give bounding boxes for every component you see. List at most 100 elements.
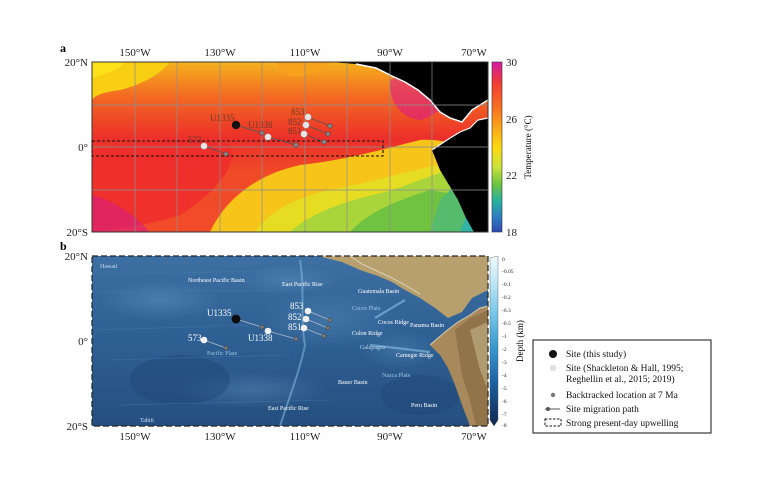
- lon-label: 110°W: [290, 47, 321, 59]
- backtracked-point: [321, 139, 327, 145]
- site-853-marker: [304, 113, 312, 121]
- legend-upwelling: Strong present-day upwelling: [566, 419, 679, 429]
- upwelling-box: [91, 140, 384, 157]
- colorbar-tick: -7: [502, 412, 507, 418]
- site-573-marker: [200, 142, 208, 150]
- site-852-label: 852: [288, 312, 302, 322]
- panel-b-place-labels: Hawaii Northeast Pacific Basin East Paci…: [100, 264, 444, 424]
- lon-label: 90°W: [377, 431, 403, 443]
- lat-label: 20°N: [65, 57, 88, 69]
- lat-label: 0°: [78, 336, 88, 348]
- legend: Site (this study) Site (Shackleton & Hal…: [532, 339, 712, 434]
- backtracked-points-a: [223, 123, 333, 157]
- panel-a-lat-axis: 20°N 0° 20°S: [65, 57, 88, 239]
- lon-label: 70°W: [461, 431, 487, 443]
- place-label: East Pacific Rise: [268, 405, 309, 412]
- site-851-marker: [300, 324, 308, 332]
- site-573-label: 573: [188, 333, 202, 343]
- site-852-label: 852: [288, 117, 302, 127]
- colorbar-tick: -0.2: [502, 295, 511, 301]
- panel-a-sst-map: [91, 61, 489, 233]
- colorbar-tick: -8: [502, 423, 507, 429]
- backtracked-points-b: [223, 317, 333, 351]
- place-label: East Pacific Rise: [282, 281, 323, 288]
- panel-b-bathymetry-map: [91, 255, 489, 427]
- legend-site-previous-line1: Site (Shackleton & Hall, 1995;: [566, 363, 683, 374]
- place-label: Cocos Ridge: [378, 320, 409, 326]
- colorbar-tick: -0.1: [502, 282, 511, 288]
- site-u1335-label: U1335: [207, 308, 232, 318]
- place-label: Hawaii: [100, 264, 118, 270]
- colorbar-tick: -2: [502, 347, 507, 353]
- site-852-marker: [302, 315, 310, 323]
- place-label: Colon Ridge: [352, 331, 383, 337]
- colorbar-tick: -0.3: [502, 308, 511, 314]
- colorbar-tick: 18: [506, 227, 518, 239]
- lat-label: 20°S: [66, 227, 88, 239]
- legend-site-this-study: Site (this study): [566, 349, 626, 360]
- site-851-label: 851: [288, 126, 302, 136]
- colorbar-tick: -1: [502, 334, 507, 340]
- panel-b-lat-axis: 20°N 0° 20°S: [65, 251, 88, 433]
- place-label: Guatemala Basin: [358, 289, 399, 295]
- legend-migration-dot: [546, 407, 550, 411]
- backtracked-point: [321, 333, 327, 339]
- panel-b-lon-axis: 150°W 130°W 110°W 90°W 70°W: [119, 431, 487, 443]
- backtracked-point: [293, 336, 299, 342]
- site-u1338-marker: [264, 327, 272, 335]
- colorbar-tick: -4: [502, 373, 507, 379]
- lon-label: 110°W: [290, 431, 321, 443]
- temperature-colorbar: 30 26 22 18 Temperature (°C): [491, 57, 533, 239]
- place-label: Carnegie Ridge: [396, 353, 434, 359]
- site-851-label: 851: [288, 322, 302, 332]
- colorbar-tick: -5: [502, 386, 507, 392]
- backtracked-point: [293, 142, 299, 148]
- place-label: Tahiti: [140, 418, 154, 424]
- backtracked-point: [223, 345, 229, 351]
- lon-label: 150°W: [119, 431, 151, 443]
- panel-b-letter: b: [60, 239, 67, 253]
- sites-a: U1335 U1338 573 853 852 851: [188, 107, 312, 150]
- site-853-label: 853: [291, 107, 305, 117]
- lon-label: 90°W: [377, 47, 403, 59]
- backtracked-point: [325, 131, 331, 137]
- place-label: Cocos Plate: [352, 306, 381, 312]
- backtracked-point: [327, 317, 333, 323]
- place-label: Panama Basin: [410, 323, 444, 329]
- colorbar-tick: 26: [506, 114, 518, 126]
- backtracked-point: [259, 130, 265, 136]
- lon-label: 130°W: [204, 47, 236, 59]
- site-853-label: 853: [290, 301, 304, 311]
- backtracked-point: [325, 325, 331, 331]
- panel-a-lon-axis: 150°W 130°W 110°W 90°W 70°W: [119, 47, 487, 59]
- place-label: Bauer Basin: [338, 380, 368, 386]
- site-u1338-marker: [264, 133, 272, 141]
- depth-colorbar: 0 -0.05 -0.1 -0.2 -0.3 -0.5 -1 -2 -3 -4 …: [489, 255, 525, 429]
- backtracked-point: [327, 123, 333, 129]
- lon-label: 150°W: [119, 47, 151, 59]
- backtracked-point: [223, 151, 229, 157]
- colorbar-tick: -0.5: [502, 321, 511, 327]
- site-u1335-marker: [231, 314, 241, 324]
- backtracked-point: [259, 324, 265, 330]
- lat-label: 0°: [78, 142, 88, 154]
- site-u1335-label: U1335: [210, 113, 235, 123]
- colorbar-tick: 22: [506, 170, 517, 182]
- legend-migration: Site migration path: [566, 405, 639, 415]
- legend-site-previous-marker: [549, 364, 557, 372]
- site-u1335-marker: [231, 120, 241, 130]
- site-u1338-label: U1338: [248, 120, 273, 130]
- colorbar-tick: 30: [506, 57, 518, 69]
- colorbar-tick: 0: [502, 257, 505, 263]
- site-573-marker: [200, 336, 208, 344]
- legend-site-this-study-marker: [549, 350, 557, 358]
- colorbar-tick: -6: [502, 399, 507, 405]
- lon-label: 70°W: [461, 47, 487, 59]
- colorbar-title: Depth (km): [515, 320, 525, 362]
- place-label: Northeast Pacific Basin: [188, 277, 245, 284]
- colorbar-tick: -0.05: [502, 269, 514, 275]
- place-label: Nazca Plate: [382, 373, 411, 379]
- site-u1338-label: U1338: [248, 333, 273, 343]
- sites-b: U1335 U1338 573 853 852 851: [188, 301, 312, 344]
